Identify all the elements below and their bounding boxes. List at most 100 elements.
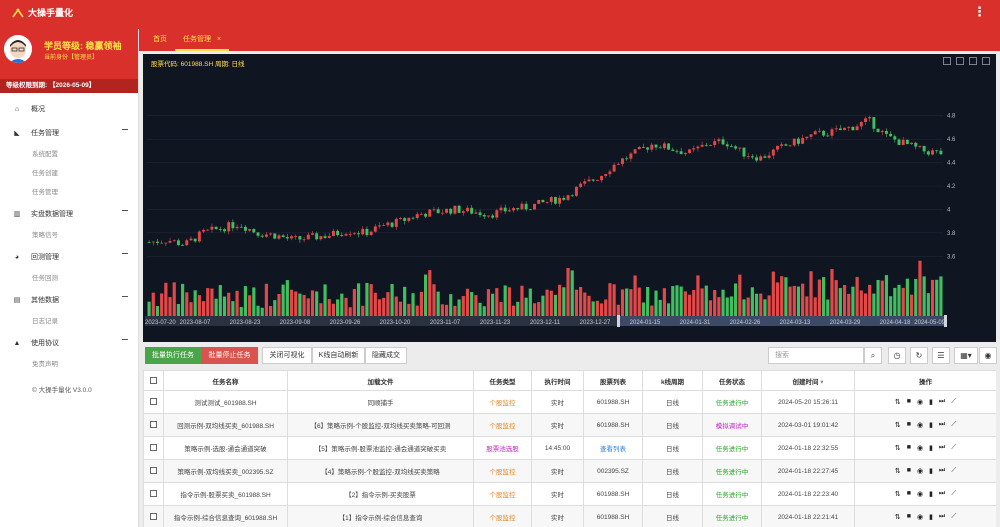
sidebar-item-5[interactable]: ▲ 使用协议: [0, 331, 138, 355]
kline-auto-refresh-button[interactable]: K线自动刷新: [312, 347, 365, 364]
toggle-view-icon[interactable]: ☰: [932, 347, 950, 364]
columns-icon[interactable]: ▦▾: [954, 347, 978, 364]
collapse-icon[interactable]: [122, 129, 128, 130]
row-checkbox[interactable]: [143, 436, 164, 460]
delete-icon[interactable]: ▮: [929, 514, 933, 521]
row-checkbox[interactable]: [143, 505, 164, 527]
stop-icon[interactable]: ■: [906, 490, 911, 497]
search-icon[interactable]: ⌕: [864, 347, 882, 364]
row-checkbox[interactable]: [143, 482, 164, 506]
table-row[interactable]: 测试测试_601988.SH 同顺捕手 个股监控 实时 601988.SH 日线 任务进行中…: [143, 390, 996, 414]
table-row[interactable]: 指令示例-股票买卖_601988.SH 【2】指令示例-买卖股票 个股监控 实时 601…: [143, 482, 996, 506]
stop-icon[interactable]: ■: [906, 513, 911, 520]
view-icon[interactable]: ◉: [916, 468, 924, 475]
collapse-icon[interactable]: [122, 253, 128, 254]
sidebar-subitem[interactable]: 免责声明: [32, 361, 58, 368]
delete-icon[interactable]: ▮: [929, 399, 933, 406]
view-icon[interactable]: ◉: [916, 399, 924, 406]
col-task-name[interactable]: 任务名称: [163, 370, 288, 391]
batch-stop-button[interactable]: 批量停止任务: [201, 347, 258, 364]
sidebar-subitem[interactable]: 系统配置: [32, 151, 58, 158]
close-icon[interactable]: ×: [217, 36, 222, 43]
app-brand[interactable]: 大操手量化: [12, 6, 73, 19]
zoom-reset-icon[interactable]: [956, 57, 964, 65]
line-chart-icon[interactable]: ⟋: [951, 513, 957, 520]
export-icon[interactable]: ◉: [979, 347, 997, 364]
table-row[interactable]: 策略示例-双均线买卖_002395.SZ 【4】策略示例-个股监控-双均线买卖策略…: [143, 459, 996, 483]
sort-icon[interactable]: ⇅: [894, 445, 901, 452]
collapse-icon[interactable]: [122, 210, 128, 211]
row-checkbox[interactable]: [143, 413, 164, 437]
sidebar-item-4[interactable]: ▤ 其他数据: [0, 288, 138, 312]
step-icon[interactable]: ⏭: [938, 421, 946, 428]
sidebar-subitem[interactable]: 任务回测: [32, 275, 58, 282]
sort-icon[interactable]: ⇅: [894, 422, 901, 429]
kline-chart[interactable]: 4.8 4.6 4.4 4.2 4 3.8 3.6 2023-07-20 2023-08-07 2…: [143, 54, 996, 342]
line-chart-icon[interactable]: ⟋: [951, 467, 957, 474]
zoom-icon[interactable]: [943, 57, 951, 65]
line-chart-icon[interactable]: ⟋: [951, 444, 957, 451]
line-chart-icon[interactable]: ⟋: [951, 421, 957, 428]
collapse-icon[interactable]: [122, 296, 128, 297]
delete-icon[interactable]: ▮: [929, 422, 933, 429]
sidebar-subitem[interactable]: 日志记录: [32, 318, 58, 325]
col-task-status[interactable]: 任务状态: [702, 370, 762, 391]
collapse-icon[interactable]: [122, 339, 128, 340]
view-icon[interactable]: ◉: [916, 422, 924, 429]
sidebar-subitem[interactable]: 任务管理: [32, 189, 58, 196]
delete-icon[interactable]: ▮: [929, 468, 933, 475]
tab-task-management[interactable]: 任务管理 ×: [175, 29, 230, 51]
table-row[interactable]: 指令示例-综合信息查询_601988.SH 【1】指令示例-综合信息查询 个股监控实…: [143, 505, 996, 527]
stop-icon[interactable]: ■: [906, 421, 911, 428]
stop-icon[interactable]: ■: [906, 398, 911, 405]
sidebar-item-2[interactable]: ▥ 实盘数据管理: [0, 202, 138, 226]
step-icon[interactable]: ⏭: [938, 513, 946, 520]
step-icon[interactable]: ⏭: [938, 398, 946, 405]
sort-icon[interactable]: ⇅: [894, 399, 901, 406]
tab-home[interactable]: 首页: [153, 36, 167, 43]
step-icon[interactable]: ⏭: [938, 444, 946, 451]
delete-icon[interactable]: ▮: [929, 445, 933, 452]
table-row[interactable]: 策略示例-选股-通会通道突破 【5】策略示例-股票池监控-通会通道突破买卖 股票池选…: [143, 436, 996, 460]
view-icon[interactable]: ◉: [916, 445, 924, 452]
col-exec-time[interactable]: 执行时间: [531, 370, 584, 391]
sort-icon[interactable]: ⇅: [894, 491, 901, 498]
sort-desc-icon[interactable]: ▾: [820, 378, 824, 386]
step-icon[interactable]: ⏭: [938, 467, 946, 474]
view-icon[interactable]: ◉: [916, 491, 924, 498]
table-row[interactable]: 回测示例-双均线买卖_601988.SH 【6】策略示例-个股监控-双均线买卖策略…: [143, 413, 996, 437]
sidebar-item-1[interactable]: ◣ 任务管理: [0, 121, 138, 145]
sidebar-subitem[interactable]: 策略信号: [32, 232, 58, 239]
sidebar-subitem[interactable]: 任务创建: [32, 170, 58, 177]
batch-run-button[interactable]: 批量执行任务: [145, 347, 201, 364]
delete-icon[interactable]: ▮: [929, 491, 933, 498]
select-all-checkbox[interactable]: [143, 370, 164, 391]
stop-icon[interactable]: ■: [906, 467, 911, 474]
col-file[interactable]: 加载文件: [287, 370, 474, 391]
close-visualization-button[interactable]: 关闭可视化: [262, 347, 312, 364]
line-chart-icon[interactable]: ⟋: [951, 398, 957, 405]
refresh-icon[interactable]: ↻: [910, 347, 928, 364]
sort-icon[interactable]: ⇅: [894, 468, 901, 475]
col-stock-list[interactable]: 股票列表: [583, 370, 643, 391]
stop-icon[interactable]: ■: [906, 444, 911, 451]
hide-trades-button[interactable]: 隐藏成交: [365, 347, 407, 364]
save-image-icon[interactable]: [982, 57, 990, 65]
avatar[interactable]: [4, 35, 32, 63]
clock-icon[interactable]: ◷: [888, 347, 906, 364]
search-input[interactable]: 搜索: [768, 347, 864, 364]
col-task-type[interactable]: 任务类型: [473, 370, 532, 391]
restore-icon[interactable]: [969, 57, 977, 65]
line-chart-icon[interactable]: ⟋: [951, 490, 957, 497]
col-created-time[interactable]: 创建时间 ▾: [761, 370, 855, 391]
row-checkbox[interactable]: [143, 459, 164, 483]
stock-list[interactable]: 查看列表: [583, 436, 643, 460]
more-menu-icon[interactable]: ⋮: [973, 4, 986, 19]
sidebar-item-0[interactable]: ⌂ 概况: [0, 97, 138, 121]
row-checkbox[interactable]: [143, 390, 164, 414]
sidebar-item-3[interactable]: ◕ 回测管理: [0, 245, 138, 269]
col-kline-period[interactable]: k线周期: [642, 370, 703, 391]
view-icon[interactable]: ◉: [916, 514, 924, 521]
sort-icon[interactable]: ⇅: [894, 514, 901, 521]
step-icon[interactable]: ⏭: [938, 490, 946, 497]
